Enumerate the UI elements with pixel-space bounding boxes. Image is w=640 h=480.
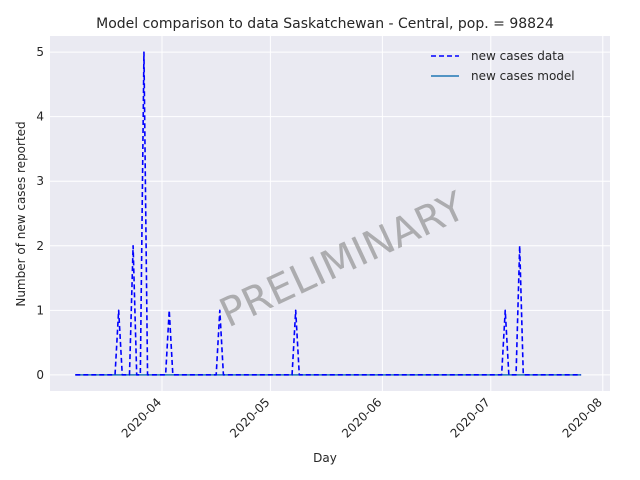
y-tick-label: 0: [36, 368, 44, 382]
x-tick-label: 2020-07: [448, 395, 493, 440]
x-tick-labels: 2020-04 2020-05 2020-06 2020-07 2020-08: [119, 395, 605, 440]
x-tick-label: 2020-06: [339, 395, 384, 440]
y-tick-label: 5: [36, 45, 44, 59]
legend-label: new cases model: [471, 69, 575, 83]
x-axis-label: Day: [313, 451, 337, 465]
legend: new cases data new cases model: [431, 49, 575, 83]
y-tick-labels: 0 1 2 3 4 5: [36, 45, 44, 382]
chart-title: Model comparison to data Saskatchewan - …: [96, 16, 554, 32]
x-tick-label: 2020-05: [227, 395, 272, 440]
series-layer: [75, 51, 582, 376]
y-tick-label: 1: [36, 303, 44, 317]
x-tick-label: 2020-08: [560, 395, 605, 440]
legend-label: new cases data: [471, 49, 564, 63]
y-tick-label: 2: [36, 239, 44, 253]
x-tick-label: 2020-04: [119, 395, 164, 440]
y-axis-label: Number of new cases reported: [14, 121, 28, 306]
y-tick-label: 4: [36, 110, 44, 124]
y-tick-label: 3: [36, 174, 44, 188]
plot-background: [50, 36, 610, 391]
